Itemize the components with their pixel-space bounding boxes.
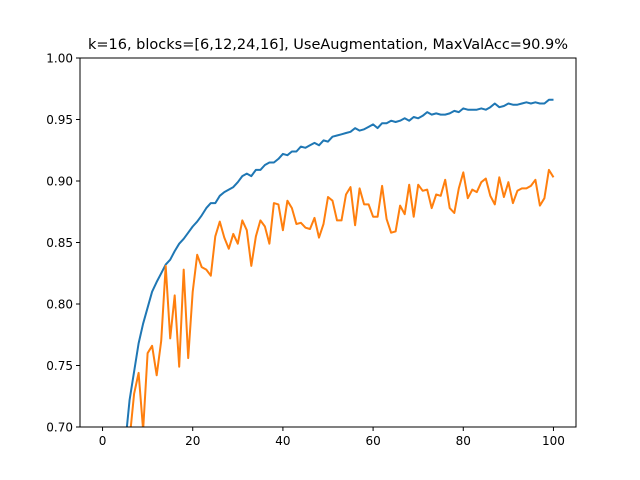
x-tick-label: 20 — [185, 434, 200, 448]
y-tick-label: 0.75 — [46, 359, 73, 373]
y-tick-label: 0.70 — [46, 421, 73, 435]
y-tick-label: 0.80 — [46, 298, 73, 312]
y-tick-label: 1.00 — [46, 52, 73, 66]
y-tick-label: 0.85 — [46, 236, 73, 250]
series-line-0 — [125, 98, 554, 428]
plot-frame — [79, 57, 577, 428]
x-tick-label: 80 — [456, 434, 471, 448]
x-tick-label: 0 — [99, 434, 107, 448]
y-tick-label: 0.95 — [46, 113, 73, 127]
y-tick-label: 0.90 — [46, 175, 73, 189]
series-line-1 — [142, 168, 555, 428]
series-line-1 — [129, 371, 144, 428]
x-tick-label: 100 — [542, 434, 565, 448]
chart-title: k=16, blocks=[6,12,24,16], UseAugmentati… — [88, 37, 568, 53]
x-tick-label: 40 — [275, 434, 290, 448]
x-tick-label: 60 — [365, 434, 380, 448]
